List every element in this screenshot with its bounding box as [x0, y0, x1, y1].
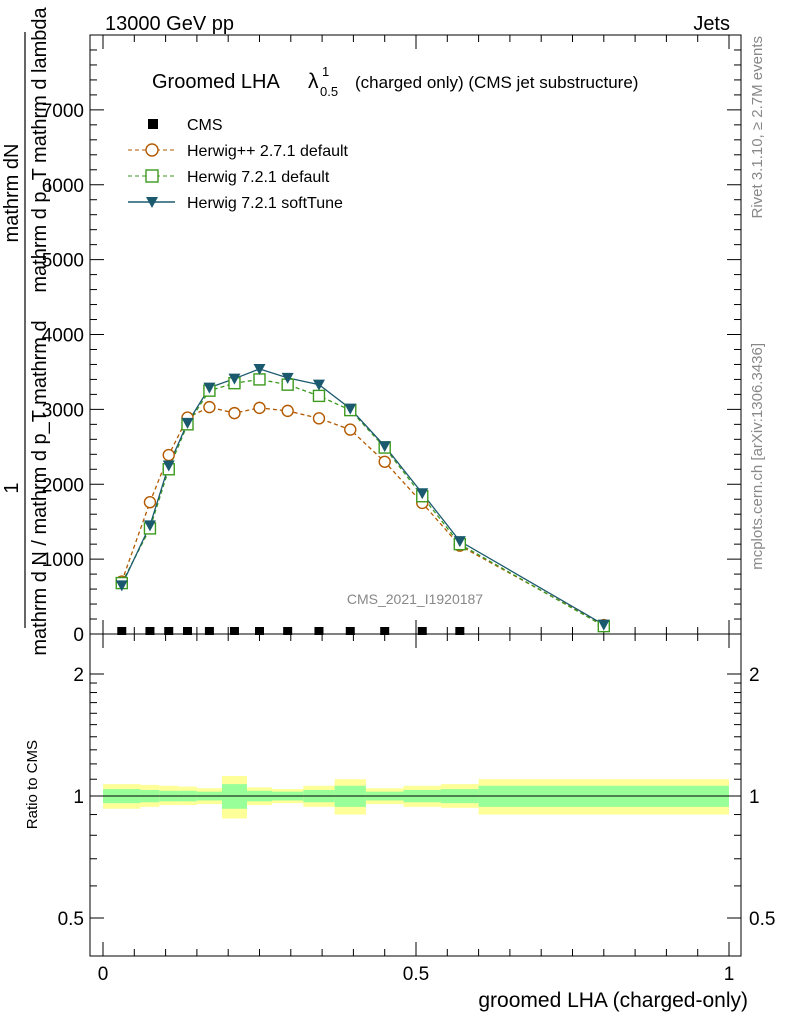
- main-y-tick-label: 3000: [42, 400, 84, 421]
- point-cms: [283, 627, 293, 635]
- rivet-label: Rivet 3.1.10, ≥ 2.7M events: [749, 36, 766, 219]
- ratio-ticks: 0.5 0.5 1 1 2 2 0 0.5 1: [58, 634, 775, 985]
- legend-softtune-label: Herwig 7.2.1 softTune: [187, 195, 343, 212]
- main-y-tick-label: 4000: [42, 326, 84, 347]
- legend-herwig721-label: Herwig 7.2.1 default: [187, 169, 330, 186]
- point-herwigpp: [281, 404, 294, 418]
- point-herwigpp: [344, 423, 357, 436]
- point-softtune: [143, 520, 156, 532]
- point-herwigpp: [162, 448, 175, 462]
- plot-title-sub: 0.5: [320, 84, 338, 99]
- main-y-ticks: 0 1000 2000 3000 4000 5000 6000 7000: [42, 35, 741, 646]
- x-tick-label: 0.5: [403, 964, 429, 985]
- point-cms: [229, 627, 239, 635]
- legend: CMS Herwig++ 2.7.1 default Herwig 7.2.1 …: [128, 117, 349, 212]
- point-cms: [380, 627, 390, 635]
- point-softtune: [203, 382, 216, 394]
- point-cms: [183, 627, 193, 635]
- point-softtune: [115, 580, 128, 592]
- point-cms: [145, 627, 155, 635]
- point-herwigpp: [228, 406, 241, 420]
- y-label-one: 1: [1, 482, 23, 493]
- series-line-herwigpp: [121, 406, 605, 626]
- series-line-herwig721: [121, 378, 605, 627]
- ratio-y-tick-label-right: 0.5: [749, 909, 775, 930]
- ratio-y-label: Ratio to CMS: [24, 740, 41, 829]
- point-softtune: [597, 619, 610, 631]
- y-label-top: mathrm dN: [1, 144, 23, 243]
- ratio-y-tick-label: 2: [73, 665, 84, 686]
- header-right: Jets: [693, 13, 730, 35]
- main-y-tick-label: 1000: [42, 550, 84, 571]
- main-y-tick-label: 0: [73, 625, 84, 646]
- y-label-mid: mathrm d p_T mathrm d lambda: [29, 6, 51, 292]
- point-herwigpp: [378, 455, 391, 468]
- point-softtune: [416, 488, 429, 500]
- plot-title-lambda: λ: [308, 70, 319, 93]
- main-y-tick-label: 7000: [42, 101, 84, 122]
- plot-title-prefix: Groomed LHA: [152, 71, 280, 93]
- point-herwig721: [253, 373, 266, 386]
- point-cms: [204, 627, 214, 635]
- point-softtune: [162, 460, 175, 472]
- analysis-watermark: CMS_2021_I1920187: [347, 591, 483, 607]
- mcplots-label: mcplots.cern.ch [arXiv:1306.3436]: [749, 343, 766, 570]
- point-softtune: [181, 417, 194, 429]
- point-softtune: [453, 536, 466, 548]
- plot-title-suffix: (charged only) (CMS jet substructure): [355, 73, 638, 92]
- point-softtune: [228, 373, 241, 385]
- series-line-softtune: [121, 368, 605, 626]
- point-softtune: [281, 372, 294, 384]
- point-softtune: [344, 403, 357, 415]
- legend-herwigpp-marker: [145, 143, 159, 157]
- ratio-y-tick-label-right: 2: [749, 665, 760, 686]
- point-softtune: [378, 441, 391, 453]
- point-cms: [314, 627, 324, 635]
- point-cms: [255, 627, 264, 635]
- point-herwigpp: [312, 412, 326, 425]
- point-cms: [345, 627, 355, 635]
- ratio-bands: [103, 776, 729, 819]
- plot-title-sup: 1: [322, 64, 329, 79]
- legend-cms-label: CMS: [187, 117, 223, 134]
- legend-herwig721-marker: [145, 169, 159, 183]
- ratio-y-tick-label: 0.5: [58, 909, 84, 930]
- x-tick-label: 0: [98, 964, 109, 985]
- x-axis-label: groomed LHA (charged-only): [478, 989, 748, 1012]
- series-layer: [115, 363, 610, 635]
- main-y-label: mathrm dN mathrm d p_T mathrm d lambda 1…: [1, 6, 51, 655]
- point-softtune: [253, 363, 266, 375]
- ratio-y-tick-label: 1: [73, 787, 84, 808]
- point-cms: [117, 627, 127, 635]
- main-y-tick-label: 2000: [42, 475, 84, 496]
- point-herwigpp: [253, 401, 266, 415]
- point-cms: [455, 627, 465, 635]
- point-herwig721: [312, 389, 326, 403]
- point-cms: [417, 627, 427, 635]
- legend-softtune-marker: [146, 197, 158, 208]
- y-label-bottom: mathrm d N / mathrm d p_T mathrm d: [29, 320, 51, 655]
- main-y-tick-label: 6000: [42, 176, 84, 197]
- legend-cms-marker: [148, 119, 158, 129]
- x-tick-label: 1: [724, 964, 735, 985]
- ratio-y-tick-label-right: 1: [749, 787, 760, 808]
- point-softtune: [312, 379, 325, 391]
- main-y-tick-label: 5000: [42, 251, 84, 272]
- point-cms: [164, 627, 174, 635]
- header-left: 13000 GeV pp: [105, 13, 234, 35]
- point-herwigpp: [203, 400, 216, 414]
- point-herwigpp: [143, 496, 157, 509]
- legend-herwigpp-label: Herwig++ 2.7.1 default: [187, 143, 349, 160]
